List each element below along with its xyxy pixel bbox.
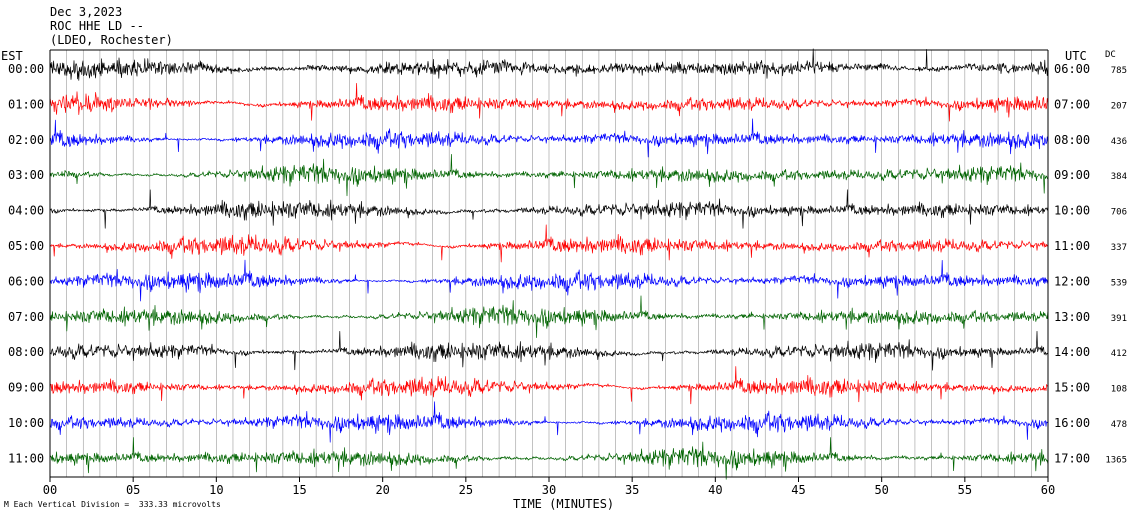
minute-grid [66, 50, 1032, 477]
dc-offset-label: 412 [1111, 349, 1127, 359]
plot-frame [49, 49, 1049, 482]
scale-note-text: Each Vertical Division = 333.33 microvol… [13, 500, 221, 509]
dc-offset-label: 207 [1111, 101, 1127, 111]
trace-line [49, 330, 1049, 371]
trace-line [49, 48, 1049, 81]
utc-hour-label: 06:00 [1054, 62, 1090, 76]
institution-name: (LDEO, Rochester) [50, 33, 173, 47]
trace-line [49, 366, 1048, 405]
est-hour-label: 09:00 [8, 381, 44, 395]
chart-date: Dec 3,2023 [50, 5, 123, 19]
dc-offset-label: 337 [1111, 243, 1127, 253]
dc-offset-label: 1365 [1105, 455, 1127, 465]
dc-offset-label: 391 [1111, 314, 1127, 324]
utc-hour-label: 16:00 [1054, 416, 1090, 430]
trace-line [49, 295, 1049, 338]
est-hour-label: 03:00 [8, 168, 44, 182]
x-tick-label: 10 [209, 483, 223, 497]
utc-hour-label: 08:00 [1054, 133, 1090, 147]
trace-line [49, 259, 1049, 302]
utc-hour-label: 09:00 [1054, 168, 1090, 182]
utc-hour-label: 10:00 [1054, 204, 1090, 218]
x-tick-label: 15 [292, 483, 306, 497]
x-axis-label: TIME (MINUTES) [513, 497, 615, 511]
trace-line [49, 401, 1049, 443]
utc-hour-label: 15:00 [1054, 381, 1090, 395]
scale-note: M Each Vertical Division = 333.33 microv… [4, 500, 221, 509]
est-hour-label: 02:00 [8, 133, 44, 147]
est-hour-label: 11:00 [8, 451, 44, 465]
trace-line [49, 437, 1049, 480]
x-tick-label: 60 [1041, 483, 1055, 497]
x-tick-label: 25 [459, 483, 473, 497]
station-code: ROC HHE LD -- [50, 19, 144, 33]
dc-column-label: DC [1105, 50, 1116, 60]
dc-offset-label: 706 [1111, 208, 1127, 218]
x-tick-label: 20 [375, 483, 389, 497]
x-tick-label: 00 [43, 483, 57, 497]
est-hour-label: 05:00 [8, 239, 44, 253]
dc-offset-label: 108 [1111, 385, 1127, 395]
utc-hour-label: 17:00 [1054, 451, 1090, 465]
utc-hour-label: 13:00 [1054, 310, 1090, 324]
est-hour-label: 06:00 [8, 274, 44, 288]
utc-hour-label: 14:00 [1054, 345, 1090, 359]
est-hour-label: 08:00 [8, 345, 44, 359]
x-tick-label: 35 [625, 483, 639, 497]
x-tick-label: 05 [126, 483, 140, 497]
est-hour-label: 04:00 [8, 204, 44, 218]
utc-hour-label: 12:00 [1054, 274, 1090, 288]
x-tick-label: 45 [791, 483, 805, 497]
utc-hour-label: 07:00 [1054, 97, 1090, 111]
trace-line [49, 189, 1049, 229]
utc-hour-label: 11:00 [1054, 239, 1090, 253]
x-tick-label: 55 [958, 483, 972, 497]
est-hour-label: 01:00 [8, 97, 44, 111]
footer-mark: M [4, 500, 9, 509]
right-timezone-label: UTC [1065, 49, 1087, 63]
trace-line [49, 82, 1049, 122]
dc-offset-label: 436 [1111, 137, 1127, 147]
dc-offset-label: 785 [1111, 66, 1127, 76]
x-tick-label: 50 [874, 483, 888, 497]
dc-offset-label: 539 [1111, 278, 1127, 288]
seismogram-traces [49, 48, 1049, 480]
trace-line [49, 224, 1049, 263]
x-tick-label: 30 [542, 483, 556, 497]
est-hour-label: 00:00 [8, 62, 44, 76]
axis-labels: 00:00 06:00 785 01:00 07:00 207 02:00 08:00 436 0… [8, 62, 1127, 497]
est-hour-label: 10:00 [8, 416, 44, 430]
dc-offset-label: 384 [1111, 172, 1127, 182]
trace-line [49, 118, 1049, 158]
trace-line [49, 153, 1049, 197]
left-timezone-label: EST [1, 49, 23, 63]
est-hour-label: 07:00 [8, 310, 44, 324]
x-tick-label: 40 [708, 483, 722, 497]
dc-offset-label: 478 [1111, 420, 1127, 430]
